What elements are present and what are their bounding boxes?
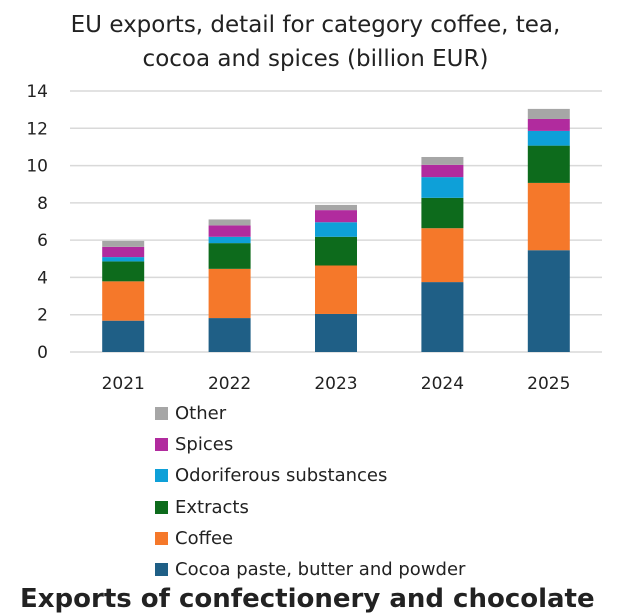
y-tick-label: 0 <box>37 343 48 363</box>
bar-segment-odoriferous-substances-2021 <box>102 257 145 262</box>
bar-segment-extracts-2021 <box>102 261 145 282</box>
x-tick-label: 2022 <box>208 374 251 394</box>
bar-segment-other-2024 <box>421 156 464 165</box>
bar-segment-other-2021 <box>102 240 145 247</box>
bar-segment-coffee-2024 <box>421 228 464 283</box>
bar-segment-extracts-2025 <box>527 145 570 183</box>
bar-segment-spices-2021 <box>102 246 145 258</box>
title-line-1: EU exports, detail for category coffee, … <box>70 12 561 38</box>
bar-segment-coffee-2021 <box>102 281 145 321</box>
legend-label: Extracts <box>175 496 249 518</box>
y-tick-label: 8 <box>37 194 48 214</box>
bar-segment-other-2025 <box>527 108 570 119</box>
bar-segment-odoriferous-substances-2025 <box>527 130 570 146</box>
bar-segment-cocoa-paste-butter-and-powder-2024 <box>421 282 464 352</box>
legend-label: Coffee <box>175 527 234 549</box>
legend-label: Odoriferous substances <box>175 465 388 487</box>
bar-segment-cocoa-paste-butter-and-powder-2023 <box>315 313 357 352</box>
legend: Other Spices Odoriferous substances Extract… <box>155 398 465 585</box>
legend-label: Other <box>175 403 227 425</box>
legend-item: Extracts <box>155 492 465 523</box>
x-tick-label: 2023 <box>314 374 357 394</box>
legend-swatch <box>155 407 168 421</box>
bar-segment-extracts-2023 <box>315 236 357 266</box>
bar-segment-other-2022 <box>208 219 251 226</box>
bar-segment-other-2023 <box>315 204 357 211</box>
y-tick-label: 4 <box>37 268 48 288</box>
legend-swatch <box>155 469 168 483</box>
chart-title: EU exports, detail for category coffee, … <box>0 8 631 76</box>
legend-swatch <box>155 500 168 514</box>
x-tick-label: 2024 <box>421 374 464 394</box>
legend-swatch <box>155 563 168 577</box>
bar-segment-spices-2024 <box>421 164 464 178</box>
bar-segment-coffee-2022 <box>208 268 251 319</box>
bar-segment-odoriferous-substances-2024 <box>421 177 464 198</box>
bar-segment-cocoa-paste-butter-and-powder-2021 <box>102 320 145 352</box>
bar-segment-extracts-2024 <box>421 197 464 229</box>
bar-segment-extracts-2022 <box>208 243 251 269</box>
bar-segment-odoriferous-substances-2022 <box>208 236 251 244</box>
y-tick-label: 6 <box>37 231 48 251</box>
stacked-bar-chart: 0 2 4 6 8 10 12 14 2021 2022 2023 2024 2025 <box>26 82 602 394</box>
legend-item: Cocoa paste, butter and powder <box>155 554 465 585</box>
y-tick-label: 2 <box>37 306 48 326</box>
y-tick-label: 10 <box>26 157 48 177</box>
x-tick-label: 2025 <box>527 374 570 394</box>
x-tick-label: 2021 <box>102 374 145 394</box>
bar-segment-coffee-2023 <box>315 265 357 314</box>
bar-segment-spices-2023 <box>315 210 357 223</box>
legend-label: Spices <box>175 434 234 456</box>
y-tick-label: 12 <box>26 119 48 139</box>
footer-text: Exports of confectionery and chocolate <box>20 584 595 614</box>
title-line-2: cocoa and spices (billion EUR) <box>142 46 489 72</box>
bar-segment-odoriferous-substances-2023 <box>315 222 357 237</box>
legend-item: Spices <box>155 429 465 460</box>
legend-item: Coffee <box>155 523 465 554</box>
bar-segment-cocoa-paste-butter-and-powder-2025 <box>527 250 570 352</box>
legend-swatch <box>155 438 168 452</box>
bar-segment-spices-2025 <box>527 118 570 131</box>
bar-segment-coffee-2025 <box>527 182 570 251</box>
legend-item: Odoriferous substances <box>155 460 465 491</box>
legend-swatch <box>155 531 168 545</box>
legend-item: Other <box>155 398 465 429</box>
bar-segment-spices-2022 <box>208 225 251 237</box>
bar-segment-cocoa-paste-butter-and-powder-2022 <box>208 318 251 352</box>
y-tick-label: 14 <box>26 82 48 102</box>
legend-label: Cocoa paste, butter and powder <box>175 559 466 581</box>
